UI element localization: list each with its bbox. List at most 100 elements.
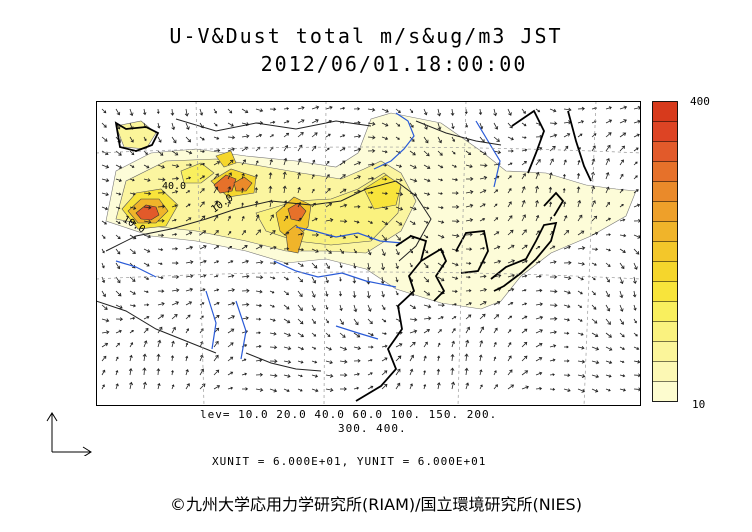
wind-arrow: [423, 276, 430, 283]
color-scale-bar: [652, 101, 678, 402]
wind-arrow: [507, 229, 514, 236]
wind-arrow: [366, 290, 371, 299]
wind-arrow: [213, 301, 220, 306]
wind-arrow: [549, 289, 558, 294]
wind-vector-field: [101, 105, 641, 393]
wind-arrow: [436, 382, 441, 390]
wind-arrow: [241, 202, 244, 208]
wind-arrow: [395, 355, 402, 362]
wind-arrow: [283, 290, 290, 296]
wind-arrow: [297, 374, 303, 378]
wind-arrow: [423, 304, 432, 309]
wind-arrow: [297, 262, 304, 267]
wind-arrow: [465, 326, 471, 334]
wind-arrow: [437, 122, 442, 131]
wind-arrow: [479, 313, 486, 320]
wind-arrow: [409, 220, 416, 225]
wind-arrow: [185, 355, 189, 362]
wind-arrow: [199, 383, 206, 390]
wind-arrow: [101, 304, 108, 310]
wind-arrow: [129, 330, 134, 334]
wind-arrow: [465, 275, 471, 279]
wind-arrow: [395, 178, 403, 182]
wind-arrow: [605, 332, 612, 338]
wind-arrow: [283, 120, 290, 124]
wind-arrow: [493, 327, 498, 334]
wind-arrow: [577, 159, 581, 166]
scale-cell: [652, 161, 678, 182]
wind-arrow: [311, 248, 319, 253]
wind-arrow: [353, 304, 358, 313]
wind-arrow: [157, 218, 165, 223]
wind-arrow: [157, 190, 166, 195]
wind-arrow: [142, 353, 147, 362]
wind-arrow: [633, 203, 641, 208]
wind-arrow: [493, 150, 502, 155]
wind-arrow: [157, 248, 164, 252]
wind-arrow: [143, 108, 147, 116]
wind-arrow: [255, 387, 264, 392]
wind-arrow: [185, 260, 194, 265]
wind-arrow: [283, 144, 289, 152]
wind-arrow: [227, 288, 236, 292]
wind-arrow: [493, 314, 500, 320]
wind-arrow: [381, 136, 389, 141]
wind-arrow: [325, 248, 332, 254]
wind-arrow: [549, 330, 557, 335]
wind-arrow: [591, 388, 599, 393]
wind-arrow: [353, 134, 362, 139]
wind-arrow: [325, 373, 334, 378]
wind-arrow: [367, 135, 376, 140]
wind-arrow: [227, 159, 234, 166]
wind-arrow: [563, 133, 571, 138]
wind-arrow: [143, 234, 152, 239]
wind-arrow: [311, 132, 318, 138]
wind-arrow: [353, 346, 362, 350]
wind-arrow: [423, 316, 432, 321]
wind-arrow: [577, 374, 586, 379]
wind-arrow: [563, 388, 571, 393]
wind-arrow: [199, 245, 207, 250]
wind-arrow: [185, 342, 189, 348]
wind-arrow: [507, 162, 513, 166]
wind-arrow: [227, 200, 231, 208]
wind-arrow: [128, 368, 133, 376]
wind-arrow: [311, 388, 319, 393]
wind-arrow: [619, 290, 624, 299]
wind-arrow: [507, 201, 512, 208]
wind-arrow: [213, 385, 221, 390]
wind-arrow: [339, 387, 348, 391]
wind-arrow: [156, 353, 161, 362]
wind-arrow: [577, 346, 585, 350]
wind-arrow: [423, 136, 429, 144]
wind-arrow: [395, 192, 404, 197]
wind-arrow: [297, 388, 303, 392]
wind-arrow: [353, 248, 357, 254]
wind-arrow: [563, 304, 571, 309]
wind-arrow: [171, 340, 175, 348]
wind-arrow: [269, 304, 275, 308]
wind-arrow: [521, 173, 526, 180]
wind-arrow: [227, 215, 232, 222]
wind-arrow: [549, 145, 556, 152]
wind-arrow: [241, 358, 247, 362]
wind-arrow: [577, 318, 583, 322]
wind-arrow: [115, 304, 123, 309]
wind-arrow: [311, 119, 319, 124]
wind-arrow: [185, 274, 194, 279]
wind-arrow: [143, 164, 150, 169]
wind-arrow: [395, 164, 403, 168]
wind-arrow: [367, 176, 375, 181]
scale-cell: [652, 101, 678, 122]
wind-arrow: [297, 131, 304, 138]
wind-arrow: [115, 192, 122, 196]
wind-arrow: [479, 288, 488, 292]
wind-arrow: [563, 331, 570, 335]
wind-arrow: [493, 136, 500, 142]
wind-arrow: [423, 178, 431, 183]
wind-arrow: [535, 329, 543, 334]
wind-arrow: [283, 215, 289, 222]
wind-arrow: [311, 145, 317, 152]
wind-arrow: [339, 248, 344, 254]
wind-arrow: [213, 369, 220, 376]
